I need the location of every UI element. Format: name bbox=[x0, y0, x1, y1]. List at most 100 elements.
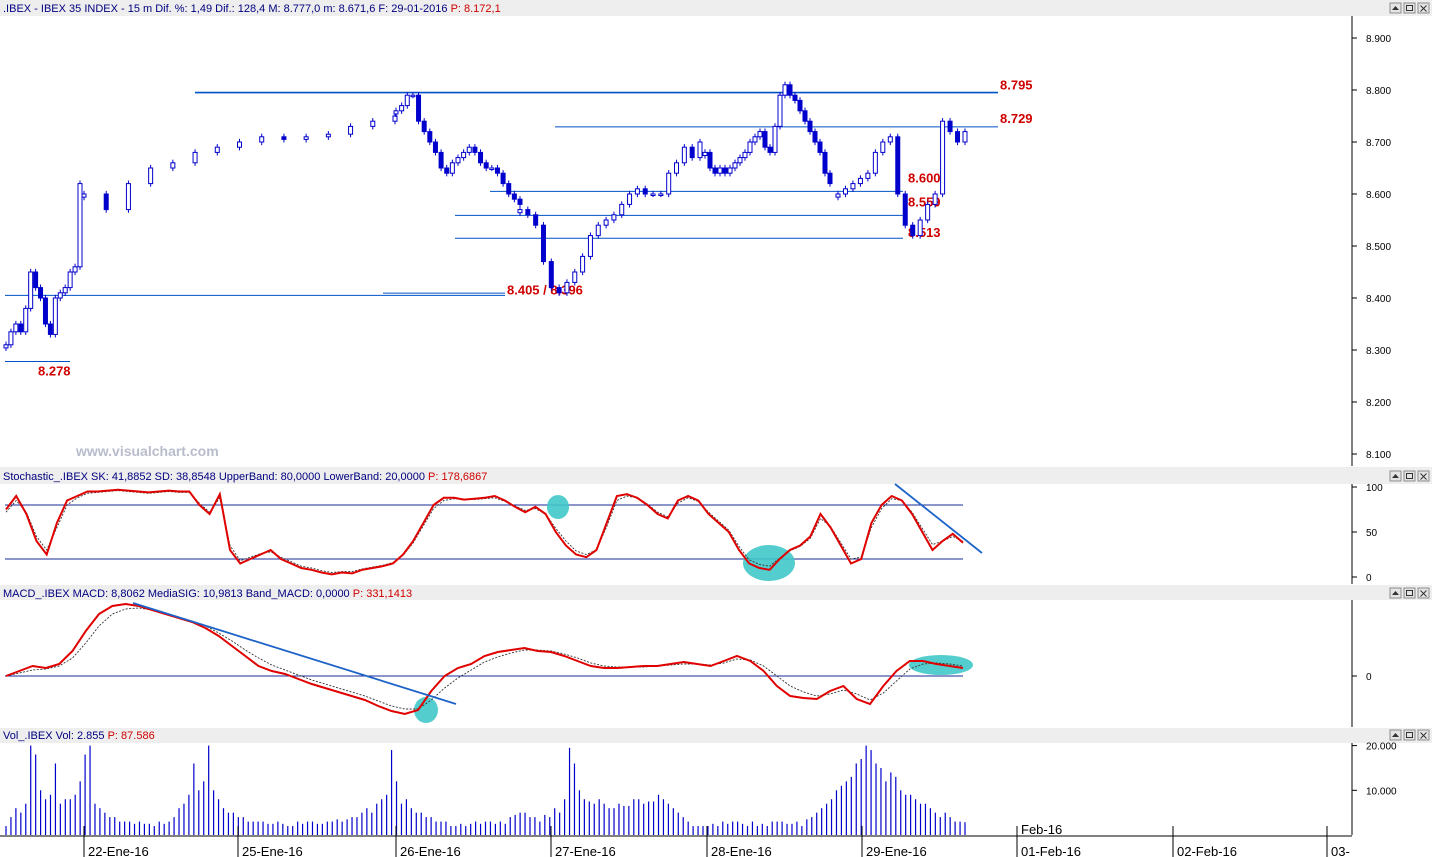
candle-body bbox=[807, 120, 813, 133]
candle-body bbox=[835, 193, 841, 198]
trend-line bbox=[894, 483, 983, 554]
candle-body bbox=[506, 183, 512, 195]
restore-icon[interactable] bbox=[1403, 2, 1416, 14]
candle-body bbox=[416, 94, 422, 122]
x-tick-label: 01-Feb-16 bbox=[1021, 844, 1081, 857]
candle-body bbox=[925, 203, 931, 221]
candle-body bbox=[77, 183, 83, 268]
level-label: 8.795 bbox=[1000, 78, 1033, 93]
y-tick-label: 50 bbox=[1366, 528, 1378, 539]
price-header-bar bbox=[0, 0, 1432, 16]
candle-body bbox=[587, 235, 593, 257]
candle-body bbox=[681, 146, 687, 164]
candle-body bbox=[650, 193, 656, 196]
candle-body bbox=[42, 297, 48, 325]
candle-body bbox=[8, 331, 14, 346]
macd-series-line bbox=[5, 602, 964, 716]
candle-body bbox=[880, 141, 886, 153]
candle-body bbox=[81, 193, 87, 198]
candle-body bbox=[722, 167, 728, 174]
candle-body bbox=[47, 323, 53, 335]
x-tick-label: 28-Ene-16 bbox=[711, 844, 772, 857]
y-tick-label: 8.100 bbox=[1366, 450, 1391, 461]
candle-body bbox=[611, 214, 617, 221]
candle-body bbox=[533, 214, 539, 226]
next-session-label: Feb-16 bbox=[1021, 822, 1062, 837]
y-tick-label: 8.800 bbox=[1366, 86, 1391, 97]
candle-body bbox=[125, 183, 131, 211]
candle-body bbox=[214, 146, 220, 153]
candle-body bbox=[13, 323, 19, 333]
candle-body bbox=[564, 281, 570, 294]
candle-body bbox=[895, 136, 901, 195]
candle-body bbox=[449, 162, 455, 174]
level-label: 8.600 bbox=[908, 170, 941, 185]
volume-panel: Vol_.IBEX Vol: 2.855 P: 87.586 20.000 10.… bbox=[0, 728, 1432, 835]
y-tick-label: 8.200 bbox=[1366, 398, 1391, 409]
candle-body bbox=[427, 131, 433, 143]
restore-icon[interactable] bbox=[1403, 470, 1416, 482]
candle-body bbox=[857, 177, 863, 185]
candle-body bbox=[619, 203, 625, 216]
candle-body bbox=[370, 120, 376, 127]
y-tick-label: 8.300 bbox=[1366, 346, 1391, 357]
price-window-controls bbox=[1389, 2, 1430, 14]
x-tick-label: 25-Ene-16 bbox=[242, 844, 303, 857]
candle-body bbox=[777, 94, 783, 127]
stoch-window-controls bbox=[1389, 470, 1430, 482]
candle-body bbox=[572, 271, 578, 283]
candle-body bbox=[38, 287, 44, 299]
candle-body bbox=[757, 131, 763, 138]
candle-body bbox=[303, 136, 309, 140]
candle-body bbox=[689, 146, 695, 159]
candle-body bbox=[792, 94, 798, 101]
candle-body bbox=[455, 157, 461, 164]
trend-line bbox=[132, 602, 457, 705]
candle-body bbox=[707, 151, 713, 169]
candle-body bbox=[666, 172, 672, 195]
candle-body bbox=[18, 323, 24, 333]
candle-body bbox=[444, 167, 450, 174]
candle-body bbox=[772, 125, 778, 153]
watermark: www.visualchart.com bbox=[75, 443, 219, 459]
macd-y-axis: 0 bbox=[1351, 600, 1372, 727]
price-header-text: .IBEX - IBEX 35 INDEX - 15 m Dif. %: 1,4… bbox=[3, 3, 501, 15]
x-tick-label: 26-Ene-16 bbox=[400, 844, 461, 857]
candle-body bbox=[393, 110, 399, 115]
x-tick-label: 03- bbox=[1331, 844, 1350, 857]
highlight-ellipse bbox=[414, 697, 438, 723]
candle-body bbox=[782, 84, 788, 96]
vol-header-bar bbox=[0, 728, 1432, 743]
candle-body bbox=[170, 162, 176, 169]
candle-body bbox=[955, 131, 961, 143]
candle-body bbox=[148, 167, 154, 185]
candle-body bbox=[850, 183, 856, 190]
vol-header-text: Vol_.IBEX Vol: 2.855 P: 87.586 bbox=[3, 730, 155, 742]
y-tick-label: 0 bbox=[1366, 573, 1372, 584]
restore-icon[interactable] bbox=[1403, 729, 1416, 741]
y-tick-label: 10.000 bbox=[1366, 786, 1397, 797]
candle-body bbox=[525, 209, 531, 216]
candle-body bbox=[580, 255, 586, 273]
candle-body bbox=[737, 157, 743, 164]
macd-plot bbox=[5, 602, 973, 723]
price-panel: .IBEX - IBEX 35 INDEX - 15 m Dif. %: 1,4… bbox=[0, 0, 1432, 466]
candle-body bbox=[466, 146, 472, 153]
x-tick-label: 02-Feb-16 bbox=[1177, 844, 1237, 857]
candle-body bbox=[642, 188, 648, 195]
candle-body bbox=[697, 141, 703, 159]
candle-body bbox=[517, 198, 523, 205]
highlight-ellipse bbox=[743, 545, 795, 581]
candle-body bbox=[52, 297, 58, 335]
macd-panel: MACD_.IBEX MACD: 8,8062 MediaSIG: 10,981… bbox=[0, 585, 1432, 727]
candle-body bbox=[822, 151, 828, 174]
macd-window-controls bbox=[1389, 587, 1430, 599]
x-tick-label: 29-Ene-16 bbox=[866, 844, 927, 857]
candle-body bbox=[281, 136, 287, 140]
level-label: 8.559 bbox=[908, 194, 941, 209]
restore-icon[interactable] bbox=[1403, 587, 1416, 599]
candle-body bbox=[595, 224, 601, 237]
candle-body bbox=[556, 287, 562, 294]
candle-body bbox=[702, 151, 708, 157]
x-tick-label: 22-Ene-16 bbox=[88, 844, 149, 857]
